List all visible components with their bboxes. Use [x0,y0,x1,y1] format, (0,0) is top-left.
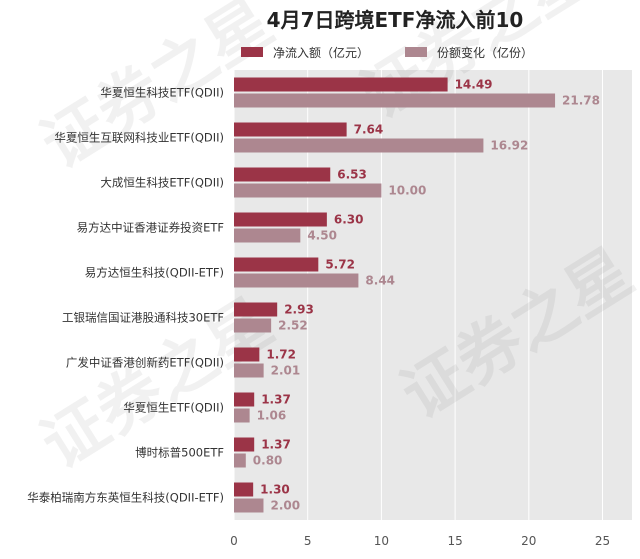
bar-share-change [234,138,484,153]
bar-net-inflow [234,167,331,182]
category-label: 易方达恒生科技(QDII-ETF) [85,266,224,280]
data-label-share-change: 2.52 [278,319,308,333]
category-label: 广发中证香港创新药ETF(QDII) [66,356,224,370]
bar-net-inflow [234,392,255,407]
category-label: 华夏恒生科技ETF(QDII) [100,86,224,100]
category-label: 工银瑞信国证港股通科技30ETF [62,311,224,325]
bar-net-inflow [234,437,255,452]
bar-net-inflow [234,77,448,92]
x-tick-label: 25 [595,534,610,548]
data-label-net-inflow: 1.37 [261,393,291,407]
bar-net-inflow [234,482,254,497]
x-tick-label: 20 [521,534,536,548]
category-label: 大成恒生科技ETF(QDII) [100,176,224,190]
legend-swatch-series-1 [241,47,263,57]
bar-net-inflow [234,212,327,227]
x-axis-ticks: 0 5 10 15 20 25 [230,534,610,548]
bar-share-change [234,183,382,198]
category-label: 博时标普500ETF [135,446,224,460]
data-label-net-inflow: 1.30 [260,483,290,497]
bar-share-change [234,363,264,378]
data-label-net-inflow: 5.72 [325,258,355,272]
data-label-net-inflow: 14.49 [455,78,493,92]
bar-share-change [234,318,272,333]
legend: 净流入额（亿元） 份额变化（亿份） [241,45,533,60]
category-labels: 华夏恒生科技ETF(QDII) 华夏恒生互联网科技业ETF(QDII) 大成恒生科技… [27,86,224,505]
legend-label-series-1: 净流入额（亿元） [273,45,369,60]
bars: 14.49 21.78 7.64 16.92 6.53 10.00 6.30 4.50 5.72… [234,77,600,513]
data-label-net-inflow: 1.37 [261,438,291,452]
category-label: 易方达中证香港证券投资ETF [77,221,224,235]
data-label-net-inflow: 1.72 [266,348,296,362]
chart-title: 4月7日跨境ETF净流入前10 [267,8,524,32]
bar-net-inflow [234,257,319,272]
x-tick-label: 10 [374,534,389,548]
category-label: 华泰柏瑞南方东英恒生科技(QDII-ETF) [27,491,224,505]
bar-share-change [234,498,264,513]
category-label: 华夏恒生ETF(QDII) [123,401,224,415]
bar-net-inflow [234,122,347,137]
data-label-share-change: 0.80 [253,454,283,468]
legend-label-series-2: 份额变化（亿份） [437,45,533,60]
bar-net-inflow [234,302,278,317]
x-tick-label: 15 [447,534,462,548]
bar-net-inflow [234,347,260,362]
data-label-net-inflow: 2.93 [284,303,314,317]
data-label-share-change: 16.92 [490,139,528,153]
category-label: 华夏恒生互联网科技业ETF(QDII) [54,131,224,145]
data-label-share-change: 10.00 [388,184,426,198]
x-tick-label: 0 [230,534,238,548]
bar-share-change [234,453,246,468]
data-label-net-inflow: 6.30 [334,213,364,227]
data-label-share-change: 21.78 [562,94,600,108]
data-label-net-inflow: 7.64 [354,123,384,137]
bar-share-change [234,228,301,243]
data-label-share-change: 4.50 [307,229,337,243]
data-label-share-change: 1.06 [257,409,287,423]
data-label-share-change: 2.01 [271,364,301,378]
legend-swatch-series-2 [405,47,427,57]
data-label-share-change: 8.44 [365,274,395,288]
bar-share-change [234,273,359,288]
bar-share-change [234,93,556,108]
bar-share-change [234,408,250,423]
x-tick-label: 5 [304,534,312,548]
data-label-net-inflow: 6.53 [337,168,367,182]
data-label-share-change: 2.00 [270,499,300,513]
